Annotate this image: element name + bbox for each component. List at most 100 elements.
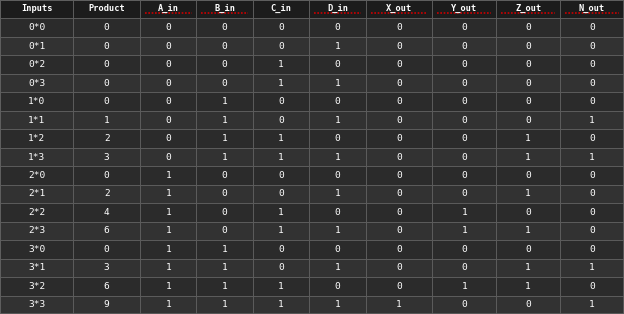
Text: 1: 1	[525, 226, 531, 236]
Bar	[496, 0, 560, 19]
Text: 0: 0	[222, 60, 228, 69]
Text: 0: 0	[222, 23, 228, 32]
Text: 1: 1	[589, 153, 595, 161]
Bar	[0, 111, 74, 129]
Text: 0: 0	[334, 134, 340, 143]
Text: 0: 0	[525, 171, 531, 180]
Bar	[253, 259, 310, 277]
Bar	[140, 259, 197, 277]
Text: 1: 1	[334, 189, 340, 198]
Bar	[496, 240, 560, 259]
Text: 0: 0	[334, 245, 340, 254]
Bar	[0, 203, 74, 222]
Bar	[140, 37, 197, 55]
Bar	[496, 92, 560, 111]
Text: 0: 0	[165, 78, 171, 88]
Bar	[140, 277, 197, 295]
Text: 0: 0	[278, 97, 284, 106]
Bar	[310, 55, 366, 74]
Bar	[140, 0, 197, 19]
Bar	[432, 240, 496, 259]
Text: 1: 1	[222, 134, 228, 143]
Text: 0: 0	[589, 78, 595, 88]
Bar	[0, 295, 74, 314]
Text: 0: 0	[461, 245, 467, 254]
Bar	[140, 129, 197, 148]
Text: 0: 0	[461, 263, 467, 272]
Text: 0: 0	[396, 245, 402, 254]
Text: 0: 0	[461, 23, 467, 32]
Text: 1: 1	[222, 300, 228, 309]
Bar	[310, 295, 366, 314]
Bar	[197, 295, 253, 314]
Text: 1: 1	[334, 78, 340, 88]
Text: C_in: C_in	[271, 4, 291, 14]
Text: 1: 1	[165, 226, 171, 236]
Text: 1: 1	[461, 208, 467, 217]
Text: 0: 0	[461, 60, 467, 69]
Text: 1: 1	[165, 300, 171, 309]
Bar	[366, 240, 432, 259]
Bar	[496, 148, 560, 166]
Bar	[560, 129, 624, 148]
Text: 1*3: 1*3	[28, 153, 46, 161]
Bar	[560, 92, 624, 111]
Bar	[366, 277, 432, 295]
Bar	[197, 203, 253, 222]
Text: 3*1: 3*1	[28, 263, 46, 272]
Text: 0: 0	[334, 23, 340, 32]
Text: Product: Product	[89, 4, 125, 14]
Bar	[560, 19, 624, 37]
Bar	[197, 0, 253, 19]
Bar	[197, 277, 253, 295]
Bar	[496, 166, 560, 185]
Bar	[432, 185, 496, 203]
Text: 0: 0	[396, 282, 402, 291]
Bar	[140, 295, 197, 314]
Text: 0: 0	[589, 226, 595, 236]
Text: 2: 2	[104, 134, 110, 143]
Bar	[253, 148, 310, 166]
Bar	[310, 185, 366, 203]
Text: 0: 0	[396, 60, 402, 69]
Text: 0: 0	[589, 23, 595, 32]
Text: 3*0: 3*0	[28, 245, 46, 254]
Text: 0: 0	[589, 189, 595, 198]
Text: 0*2: 0*2	[28, 60, 46, 69]
Text: 0: 0	[461, 116, 467, 125]
Text: 0: 0	[165, 134, 171, 143]
Bar	[74, 185, 140, 203]
Bar	[496, 185, 560, 203]
Bar	[496, 37, 560, 55]
Bar	[197, 92, 253, 111]
Bar	[366, 129, 432, 148]
Text: Z_out: Z_out	[515, 4, 541, 14]
Bar	[366, 19, 432, 37]
Bar	[0, 277, 74, 295]
Text: 0: 0	[589, 282, 595, 291]
Text: 1: 1	[334, 300, 340, 309]
Text: 1: 1	[525, 153, 531, 161]
Bar	[560, 259, 624, 277]
Bar	[197, 19, 253, 37]
Text: 1: 1	[589, 263, 595, 272]
Bar	[496, 203, 560, 222]
Text: 4: 4	[104, 208, 110, 217]
Bar	[310, 92, 366, 111]
Text: 1: 1	[222, 282, 228, 291]
Text: 1*2: 1*2	[28, 134, 46, 143]
Bar	[310, 0, 366, 19]
Bar	[432, 222, 496, 240]
Bar	[560, 111, 624, 129]
Text: 0: 0	[525, 78, 531, 88]
Bar	[140, 19, 197, 37]
Bar	[310, 129, 366, 148]
Text: 9: 9	[104, 300, 110, 309]
Bar	[560, 0, 624, 19]
Text: 0: 0	[334, 208, 340, 217]
Text: 0: 0	[525, 97, 531, 106]
Text: 0: 0	[461, 153, 467, 161]
Bar	[366, 166, 432, 185]
Text: 0: 0	[396, 116, 402, 125]
Text: 1: 1	[278, 153, 284, 161]
